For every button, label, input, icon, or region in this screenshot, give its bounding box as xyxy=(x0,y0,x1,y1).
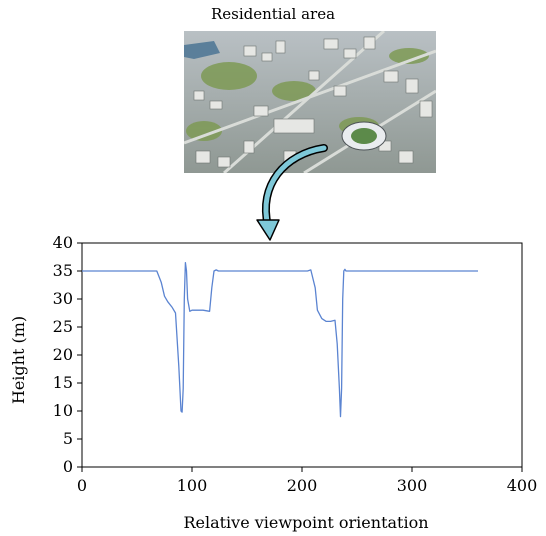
y-axis-label: Height (m) xyxy=(9,316,28,404)
height-chart: 0 100 200 300 400 0 5 10 15 20 25 30 35 40 Relative v… xyxy=(9,233,538,532)
buildings xyxy=(193,36,433,168)
y-tick-label: 35 xyxy=(53,261,73,280)
water-area xyxy=(184,41,220,59)
x-tick-label: 100 xyxy=(177,476,208,495)
y-tick-label: 30 xyxy=(53,289,73,308)
y-tick-label: 15 xyxy=(53,373,73,392)
height-series-line xyxy=(82,261,478,418)
y-tick-label: 20 xyxy=(53,345,73,364)
arrow-head xyxy=(256,219,280,241)
axes xyxy=(81,242,523,468)
y-tick-label: 25 xyxy=(53,317,73,336)
x-tick-label: 300 xyxy=(397,476,428,495)
x-tick-label: 400 xyxy=(507,476,538,495)
stadium xyxy=(341,121,387,151)
arrow-shaft-fill xyxy=(263,145,327,229)
plot-frame xyxy=(81,242,523,468)
y-tick-label: 10 xyxy=(53,401,73,420)
x-tick-label: 200 xyxy=(287,476,318,495)
figure-title: Residential area xyxy=(210,5,336,23)
x-tick-label: 0 xyxy=(77,476,87,495)
park-area xyxy=(186,48,429,141)
series xyxy=(82,261,478,418)
aerial-city-photo-icon xyxy=(184,31,436,173)
y-tick-label: 5 xyxy=(63,429,73,448)
y-tick-label: 0 xyxy=(63,457,73,476)
ticks: 0 100 200 300 400 0 5 10 15 20 25 30 35 40 xyxy=(53,233,538,495)
y-tick-label: 40 xyxy=(53,233,73,252)
curved-arrow-icon xyxy=(256,144,328,241)
x-axis-label: Relative viewpoint orientation xyxy=(183,513,428,532)
